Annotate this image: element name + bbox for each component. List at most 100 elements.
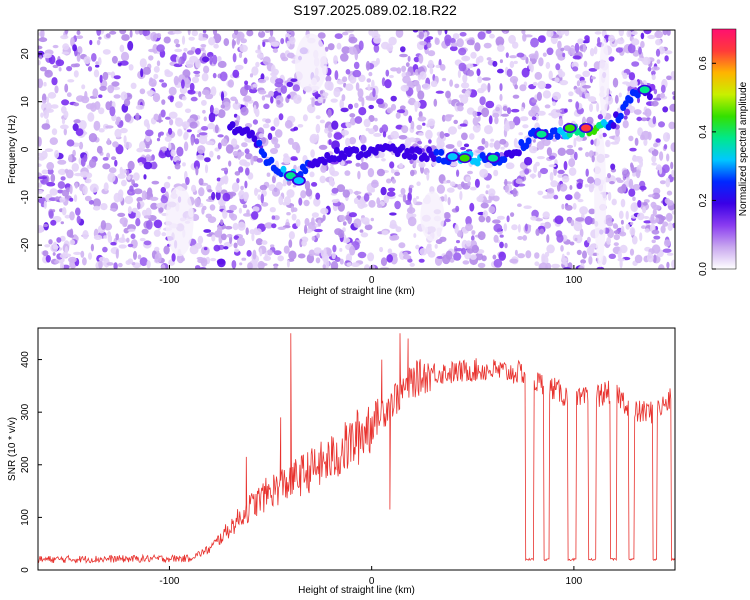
noise-blob — [372, 88, 376, 98]
noise-blob — [313, 247, 322, 254]
ridge-point — [423, 155, 430, 163]
noise-blob — [216, 177, 221, 182]
noise-blob — [622, 120, 629, 129]
noise-blob — [143, 240, 152, 246]
noise-blob — [220, 91, 225, 101]
noise-blob — [189, 55, 199, 63]
noise-blob — [85, 178, 92, 184]
noise-blob — [46, 181, 56, 187]
noise-blob — [78, 141, 84, 150]
noise-blob — [38, 78, 44, 89]
noise-blob — [319, 119, 325, 124]
noise-blob — [83, 154, 88, 163]
noise-blob — [671, 169, 675, 178]
noise-blob — [537, 170, 542, 179]
noise-blob — [618, 92, 622, 98]
noise-blob — [262, 123, 270, 129]
noise-blob — [158, 207, 164, 213]
noise-blob — [61, 118, 66, 125]
noise-blob — [327, 108, 332, 118]
noise-blob — [198, 187, 205, 197]
noise-blob — [191, 184, 197, 193]
noise-blob — [508, 34, 516, 44]
noise-blob — [457, 69, 461, 79]
noise-blob — [304, 218, 310, 226]
noise-blob — [196, 154, 205, 161]
noise-blob — [524, 223, 528, 232]
noise-blob — [562, 175, 570, 183]
noise-blob — [385, 69, 390, 77]
noise-blob — [98, 94, 103, 98]
noise-blob — [671, 259, 675, 269]
noise-blob — [416, 196, 419, 200]
noise-blob — [176, 146, 184, 157]
noise-blob — [227, 79, 234, 88]
noise-blob — [234, 98, 239, 105]
noise-blob — [417, 140, 423, 145]
ridge-point — [613, 111, 619, 119]
ridge-point — [268, 156, 275, 164]
noise-blob — [386, 254, 394, 263]
noise-blob — [458, 94, 464, 99]
ridge-point — [256, 139, 263, 147]
noise-blob — [154, 246, 160, 252]
noise-blob — [407, 192, 412, 202]
noise-blob — [628, 178, 634, 189]
noise-blob — [653, 88, 658, 95]
noise-blob — [56, 237, 62, 243]
noise-blob — [651, 244, 661, 254]
noise-blob — [339, 214, 346, 222]
noise-blob — [331, 120, 339, 130]
noise-blob — [538, 57, 544, 67]
noise-blob — [469, 254, 477, 260]
ridge-point — [433, 148, 440, 156]
noise-blob — [58, 67, 62, 72]
noise-blob — [436, 184, 445, 194]
noise-blob — [569, 185, 573, 190]
plot-frame — [37, 327, 676, 571]
noise-blob — [315, 123, 321, 134]
noise-blob — [663, 144, 668, 150]
noise-blob — [203, 229, 212, 233]
noise-blob — [107, 138, 111, 146]
noise-blob — [128, 64, 134, 71]
noise-blob — [217, 134, 224, 138]
noise-blob — [588, 247, 594, 257]
noise-blob — [327, 43, 335, 51]
noise-blob — [186, 129, 192, 133]
noise-blob — [80, 250, 85, 258]
noise-blob — [60, 176, 66, 181]
noise-blob — [331, 252, 336, 260]
noise-blob — [240, 185, 244, 191]
noise-blob — [212, 30, 218, 36]
ridge-point — [341, 153, 348, 161]
noise-blob — [557, 40, 562, 50]
noise-blob — [584, 216, 593, 225]
ridge-point — [634, 91, 641, 99]
y-tick-label: 100 — [20, 509, 31, 526]
x-axis-label: Height of straight line (km) — [298, 286, 415, 297]
noise-blob — [231, 260, 237, 269]
noise-blob — [324, 80, 333, 91]
noise-blob — [273, 215, 280, 221]
noise-blob — [631, 38, 640, 46]
noise-blob — [630, 221, 634, 226]
noise-blob — [127, 228, 136, 232]
noise-blob — [399, 105, 406, 111]
noise-blob — [252, 249, 257, 260]
noise-blob — [470, 186, 477, 191]
noise-blob — [140, 68, 144, 78]
noise-blob — [46, 96, 50, 103]
noise-blob — [76, 35, 84, 39]
noise-blob — [485, 100, 495, 109]
noise-blob — [333, 132, 343, 140]
noise-blob — [153, 229, 161, 237]
noise-blob — [64, 83, 69, 93]
noise-blob — [349, 74, 357, 84]
noise-blob — [256, 158, 263, 163]
ridge-point — [515, 149, 522, 157]
noise-blob — [456, 38, 464, 48]
noise-blob — [119, 217, 128, 225]
noise-blob — [374, 117, 378, 122]
